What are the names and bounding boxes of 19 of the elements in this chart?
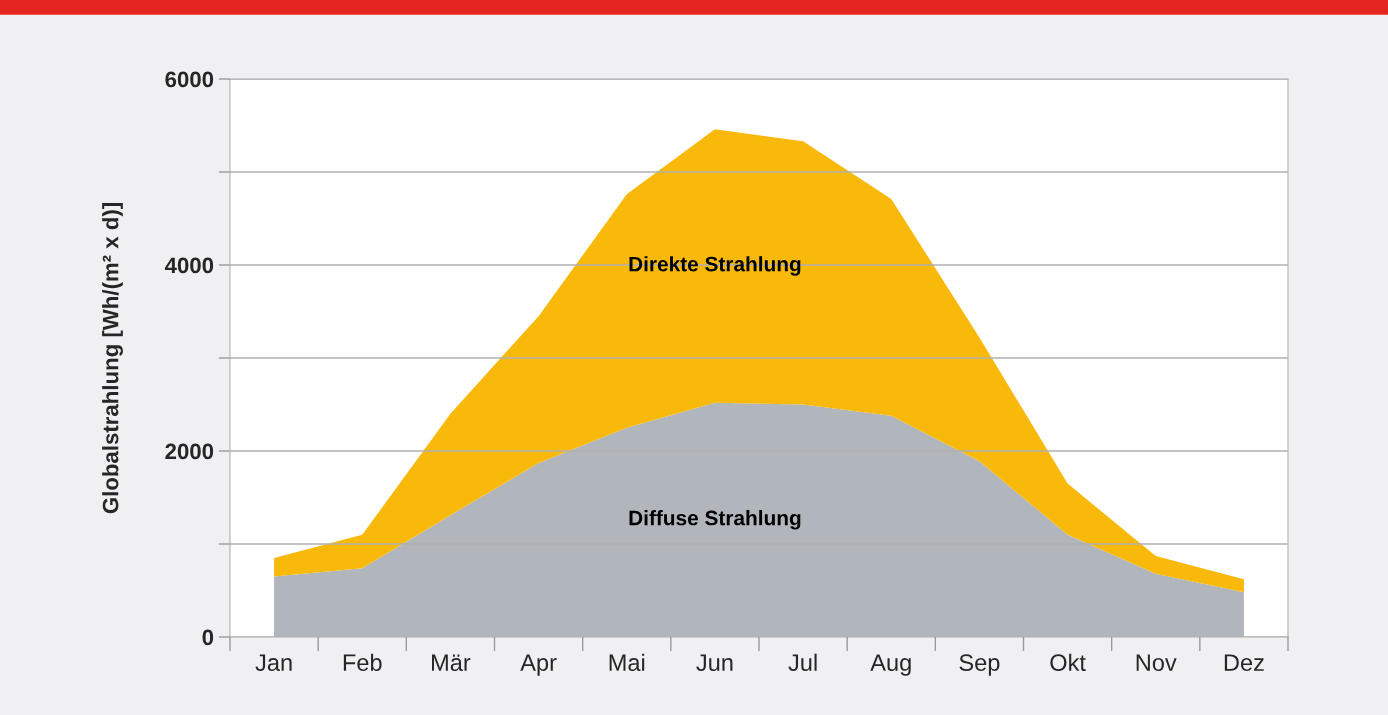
- x-tick-label: Jul: [788, 653, 817, 672]
- series-label: Direkte Strahlung: [629, 256, 801, 276]
- x-tick-label: Apr: [520, 654, 557, 676]
- series-label: Diffuse Strahlung: [629, 510, 801, 530]
- x-tick-label: Mär: [432, 654, 471, 672]
- x-tick-label: Feb: [343, 653, 382, 672]
- x-tick-label: Nov: [1136, 654, 1177, 672]
- x-tick-label: Sep: [959, 654, 1000, 676]
- y-tick-label: 0: [202, 629, 214, 646]
- y-tick-label: 2000: [165, 443, 214, 460]
- x-tick-label: Mai: [609, 653, 645, 672]
- x-tick-label: Jun: [696, 654, 733, 672]
- y-tick-label: 4000: [164, 257, 214, 274]
- x-tick-label: Dez: [1224, 654, 1264, 672]
- y-axis-title: Globalstrahlung [Wh/(m² x d)]: [102, 203, 123, 514]
- x-tick-label: Aug: [870, 654, 911, 676]
- x-tick-label: Jan: [255, 654, 292, 672]
- y-tick-label: 6000: [165, 71, 214, 88]
- x-tick-label: Okt: [1050, 653, 1086, 672]
